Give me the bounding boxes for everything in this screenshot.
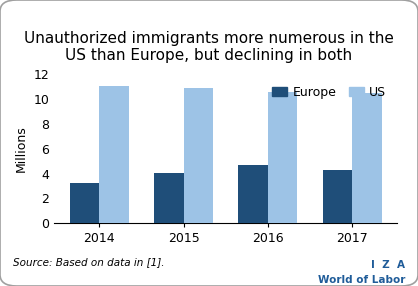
Y-axis label: Millions: Millions [15,125,28,172]
Bar [99,86,129,223]
Bar [238,165,268,223]
Bar [154,173,184,223]
Bar [268,92,297,223]
Text: Source: Based on data in [1].: Source: Based on data in [1]. [13,257,164,267]
Bar [184,88,213,223]
Bar [323,170,352,223]
Text: I  Z  A: I Z A [372,260,405,270]
Text: World of Labor: World of Labor [318,275,405,285]
Bar [352,93,382,223]
Text: Unauthorized immigrants more numerous in the
US than Europe, but declining in bo: Unauthorized immigrants more numerous in… [24,31,394,63]
Bar [70,183,99,223]
Legend: Europe, US: Europe, US [268,81,391,104]
